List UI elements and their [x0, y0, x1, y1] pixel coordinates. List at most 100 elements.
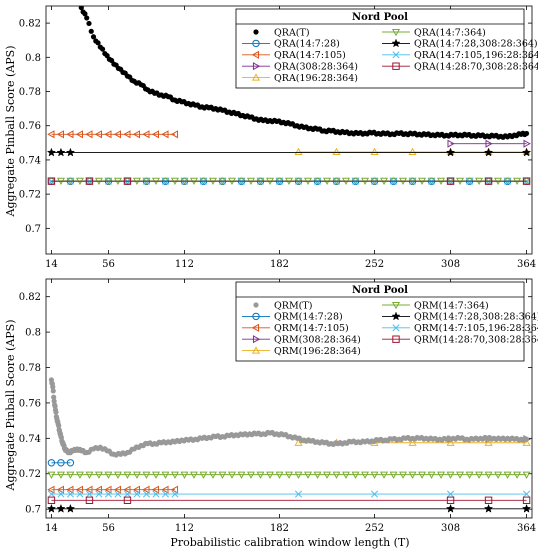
- qrm-14-7-28-308-28-364-marker: [445, 503, 456, 513]
- bottom-ytick-label: 0.7: [25, 505, 41, 516]
- qra-308-28-364-legend-label: QRA(308:28:364): [274, 62, 358, 73]
- qrm-14-7-28-marker: [66, 459, 75, 467]
- qrm-14-7-364-marker: [436, 471, 446, 479]
- qra-308-28-364-marker: [485, 139, 493, 148]
- qra-14-28-70-308-28-364-marker: [47, 177, 56, 185]
- qrm-14-7-364-marker: [189, 471, 199, 479]
- qrm-14-7-28-legend-marker: [252, 312, 260, 321]
- qrm-14-7-105-marker: [113, 485, 122, 494]
- qrm-14-7-364-marker: [456, 471, 465, 479]
- qrm-14-7-105-196-28-364-marker: [370, 490, 379, 498]
- qrm-t-legend-label: QRM(T): [274, 300, 312, 311]
- bottom-ytick-label: 0.8: [25, 328, 41, 339]
- qrm-14-7-105-marker: [151, 485, 160, 494]
- qra-14-7-105-marker: [47, 130, 55, 139]
- qrm-t-point: [56, 423, 62, 429]
- qrm-14-7-105-196-28-364-marker: [66, 490, 74, 498]
- bottom-legend-title: Nord Pool: [352, 285, 408, 296]
- qra-14-7-364-legend-label: QRA(14:7:364): [414, 27, 486, 38]
- top-ytick-label: 0.7: [25, 224, 41, 235]
- qra-14-7-28-308-28-364-marker: [483, 147, 494, 157]
- qrm-14-7-364-marker: [66, 471, 75, 479]
- qrm-14-7-364-marker: [56, 471, 65, 479]
- qra-t-point: [99, 46, 106, 52]
- qra-14-7-105-marker: [151, 130, 160, 139]
- qrm-14-7-364-marker: [522, 471, 531, 479]
- qrm-308-28-364-legend-label: QRM(308:28:364): [274, 335, 361, 346]
- qrm-14-7-364-marker: [199, 471, 208, 479]
- qrm-14-7-364-marker: [161, 471, 170, 479]
- qrm-14-7-105-196-28-364-marker: [95, 490, 103, 498]
- qrm-14-7-364-marker: [142, 471, 151, 479]
- qrm-14-7-364-marker: [132, 471, 142, 479]
- qrm-14-7-364-marker: [398, 471, 408, 479]
- legend-entry-qra-14-7-28: QRA(14:7:28): [242, 39, 340, 50]
- qra-14-7-105-196-28-364-marker: [523, 177, 531, 185]
- qrm-14-7-364-marker: [427, 471, 436, 479]
- qrm-196-28-364-legend-marker: [251, 346, 261, 354]
- bottom-legend-box: [235, 281, 525, 362]
- qrm-14-7-105-marker: [161, 485, 169, 494]
- qrm-14-7-364-marker: [417, 471, 427, 479]
- qrm-14-28-70-308-28-364-marker: [85, 496, 94, 504]
- qrm-14-7-364-marker: [513, 471, 522, 479]
- qra-14-7-105-marker: [170, 130, 179, 139]
- qrm-14-7-364-marker: [284, 471, 294, 479]
- bottom-series-layer: [46, 377, 532, 513]
- bottom-ytick-label: 0.78: [19, 363, 41, 374]
- qrm-14-7-105-marker: [170, 485, 179, 494]
- qra-14-7-28-308-28-364-marker: [445, 147, 456, 157]
- qrm-14-7-364-marker: [265, 471, 275, 479]
- qra-14-28-70-308-28-364-marker: [484, 177, 493, 185]
- qrm-14-7-105-marker: [56, 485, 64, 494]
- qra-308-28-364-legend-marker: [252, 62, 261, 71]
- qrm-14-7-105-196-28-364-marker: [446, 490, 455, 498]
- qra-14-28-70-308-28-364-marker: [522, 177, 531, 185]
- qrm-14-28-70-308-28-364-marker: [446, 496, 455, 504]
- qrm-14-7-364-marker: [256, 471, 265, 479]
- qrm-196-28-364-marker: [484, 438, 493, 446]
- qrm-14-7-28-308-28-364-marker: [56, 503, 66, 513]
- qra-t-point: [78, 6, 84, 11]
- top-xtick-label: 364: [517, 259, 536, 270]
- qrm-14-7-105-196-28-364-marker: [523, 490, 531, 498]
- qra-14-7-105-marker: [104, 130, 112, 139]
- legend-entry-qra-t: QRA(T): [253, 27, 310, 38]
- bottom-ytick-label: 0.76: [19, 398, 41, 409]
- legend-entry-qrm-t: QRM(T): [253, 300, 312, 311]
- qrm-14-7-364-marker: [294, 471, 303, 479]
- top-ytick-label: 0.76: [19, 121, 41, 132]
- qra-t-point: [84, 15, 90, 21]
- top-xtick-label: 308: [441, 259, 460, 270]
- qrm-14-28-70-308-28-364-marker: [47, 496, 56, 504]
- legend-entry-qra-14-7-28-308-28-364: QRA(14:7:28,308:28:364): [382, 38, 538, 50]
- qrm-14-7-28-marker: [57, 459, 65, 467]
- qra-t-point: [88, 28, 94, 34]
- qrm-14-7-105-196-28-364-marker: [152, 490, 160, 498]
- qrm-14-7-364-marker: [408, 471, 417, 479]
- qrm-14-7-28-308-28-364-legend-marker: [391, 311, 401, 321]
- qrm-14-7-364-marker: [104, 471, 113, 479]
- qrm-14-28-70-308-28-364-marker: [123, 496, 132, 504]
- qrm-14-7-364-marker: [237, 471, 246, 479]
- qrm-14-28-70-308-28-364-legend-marker: [392, 335, 400, 343]
- qra-14-7-28-308-28-364-legend-label: QRA(14:7:28,308:28:364): [414, 39, 538, 50]
- qrm-14-7-364-marker: [475, 471, 484, 479]
- legend-entry-qrm-14-7-28: QRM(14:7:28): [242, 312, 343, 323]
- qrm-14-7-364-marker: [370, 471, 379, 479]
- qrm-14-7-364-marker: [351, 471, 360, 479]
- qrm-14-7-28-308-28-364-legend-label: QRM(14:7:28,308:28:364): [414, 312, 538, 323]
- qrm-14-7-28-308-28-364-marker: [46, 503, 57, 513]
- qrm-14-7-364-marker: [503, 471, 512, 479]
- qrm-14-7-364-marker: [170, 471, 180, 479]
- qrm-14-7-105-legend-marker: [251, 323, 260, 332]
- qra-308-28-364-marker: [447, 139, 455, 148]
- qrm-14-7-105-marker: [142, 485, 150, 494]
- qra-14-7-105-marker: [56, 130, 64, 139]
- qrm-14-7-364-marker: [94, 471, 103, 479]
- legend-entry-qrm-14-28-70-308-28-364: QRM(14:28:70,308:28:364): [382, 335, 538, 346]
- qrm-14-7-364-marker: [494, 471, 503, 479]
- qra-196-28-364-legend-marker: [251, 73, 261, 81]
- qrm-14-7-105-196-28-364-marker: [161, 490, 170, 498]
